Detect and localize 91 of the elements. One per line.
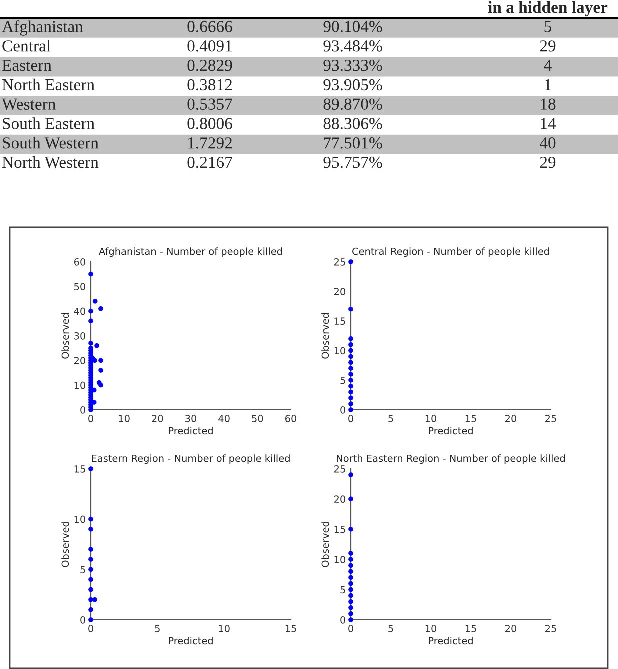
text: 4 — [544, 60, 552, 72]
x-tick-label: 0 — [348, 625, 354, 632]
y-tick-label: 20 — [334, 288, 346, 296]
category-label: Western — [2, 98, 56, 110]
category-label: Eastern — [2, 60, 52, 72]
text: 1.7292 — [188, 138, 232, 149]
y-tick-label: 25 — [334, 258, 346, 266]
x-tick-label: 10 — [426, 625, 437, 632]
x-tick-label: 40 — [218, 415, 230, 422]
y-tick-label: 10 — [74, 516, 86, 524]
text: 77.501% — [324, 138, 382, 149]
y-tick-label: 0 — [80, 616, 86, 624]
y-tick-label: 10 — [334, 556, 346, 564]
y-tick-label: 20 — [334, 496, 346, 504]
x-axis-title: Predicted — [429, 637, 473, 645]
y-axis-title: Observed — [322, 522, 330, 568]
y-tick-label: 5 — [340, 377, 346, 384]
x-tick-label: 0 — [88, 625, 94, 632]
category-label: South Western — [3, 137, 99, 149]
text: 93.333% — [324, 60, 382, 72]
x-tick-label: 20 — [152, 415, 164, 422]
y-tick-label: 25 — [334, 465, 346, 473]
category-label: in a hidden layer — [488, 1, 608, 17]
y-axis-title: Observed — [62, 314, 70, 359]
text: 14 — [541, 118, 556, 130]
x-tick-label: 5 — [155, 625, 160, 632]
y-tick-label: 15 — [334, 526, 346, 534]
x-axis-title: Predicted — [169, 427, 213, 435]
text: 93.484% — [324, 40, 382, 52]
x-axis-title: Predicted — [169, 637, 213, 645]
text: 40 — [540, 138, 556, 149]
text: 0.4091 — [188, 40, 232, 52]
category-label: North Western — [2, 156, 99, 168]
text: 5 — [544, 21, 552, 32]
x-tick-label: 20 — [506, 415, 517, 422]
x-tick-label: 25 — [546, 415, 556, 422]
text: 1 — [545, 79, 552, 90]
x-tick-label: 25 — [546, 625, 556, 632]
y-axis-title: Observed — [62, 522, 70, 568]
text: 95.757% — [324, 156, 382, 168]
y-tick-label: 15 — [74, 466, 86, 473]
text: 0.3812 — [188, 79, 232, 91]
y-tick-label: 10 — [74, 382, 86, 390]
text: 93.905% — [324, 79, 382, 91]
x-tick-label: 5 — [388, 415, 394, 422]
x-tick-label: 30 — [186, 415, 197, 422]
y-tick-label: 50 — [74, 283, 86, 290]
text: 0.6666 — [188, 21, 232, 32]
y-tick-label: 30 — [74, 332, 86, 340]
x-tick-label: 15 — [466, 415, 476, 422]
text: 89.870% — [324, 98, 382, 110]
text: 0.5357 — [188, 98, 232, 110]
x-tick-label: 0 — [348, 415, 354, 422]
y-tick-label: 0 — [80, 406, 86, 414]
x-tick-label: 10 — [219, 625, 230, 632]
x-tick-label: 10 — [426, 415, 437, 422]
x-tick-label: 10 — [119, 415, 130, 422]
x-tick-label: 15 — [466, 625, 476, 632]
text: 90.104% — [324, 21, 382, 32]
y-tick-label: 5 — [340, 586, 346, 594]
category-label: Central — [2, 40, 51, 52]
y-tick-label: 0 — [340, 406, 346, 414]
x-tick-label: 60 — [285, 415, 297, 422]
y-tick-label: 5 — [80, 566, 86, 574]
text: 88.306% — [324, 118, 382, 130]
chart-title: Central Region - Number of people killed — [352, 248, 550, 258]
y-tick-label: 60 — [74, 258, 86, 266]
x-axis-title: Predicted — [429, 427, 473, 435]
text: 0.2167 — [188, 156, 232, 168]
text: 29 — [540, 156, 556, 168]
y-axis-title: Observed — [322, 314, 330, 359]
text: 18 — [541, 98, 556, 110]
chart-title: Afghanistan - Number of people killed — [99, 248, 282, 258]
y-tick-label: 0 — [340, 616, 346, 624]
y-tick-label: 10 — [334, 347, 346, 355]
text: 29 — [540, 40, 556, 52]
chart-title: Eastern Region - Number of people killed — [92, 454, 290, 464]
category-label: South Eastern — [3, 118, 95, 130]
x-tick-label: 20 — [506, 625, 517, 632]
category-label: Afghanistan — [2, 20, 84, 36]
y-tick-label: 40 — [74, 308, 86, 316]
chart-title: North Eastern Region - Number of people killed — [337, 454, 566, 464]
y-tick-label: 15 — [334, 318, 346, 326]
x-tick-label: 15 — [286, 625, 296, 632]
x-tick-label: 0 — [88, 415, 94, 422]
text: 0.2829 — [188, 60, 232, 72]
category-label: North Eastern — [2, 78, 95, 91]
x-tick-label: 5 — [388, 625, 394, 632]
x-tick-label: 50 — [252, 415, 264, 422]
text: 0.8006 — [188, 118, 232, 130]
y-tick-label: 20 — [74, 357, 86, 364]
